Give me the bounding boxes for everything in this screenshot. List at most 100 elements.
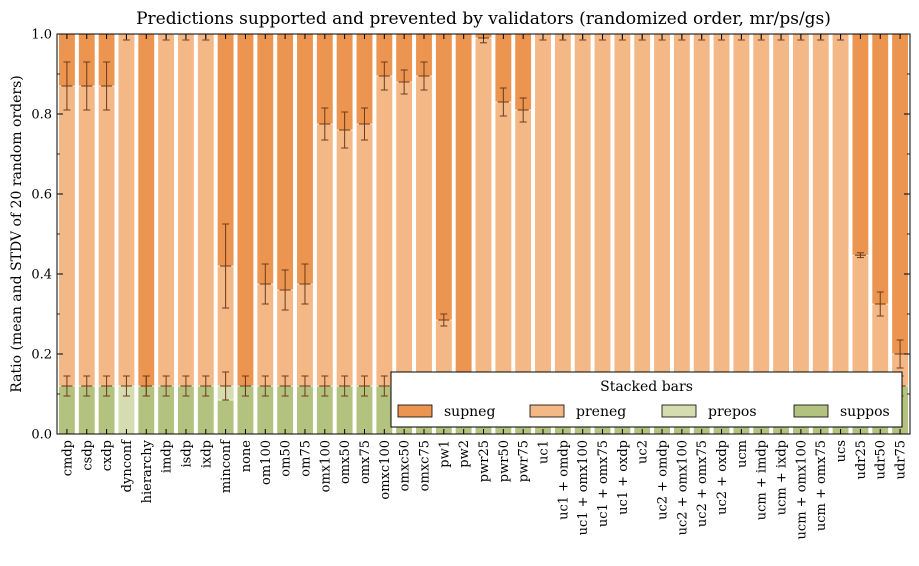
- bar-preneg: [554, 33, 572, 387]
- x-tick-label: omx100: [318, 440, 333, 492]
- x-tick-label: minconf: [219, 439, 234, 493]
- error-bar-lower: [279, 375, 291, 397]
- error-bar-upper: [100, 61, 113, 111]
- bar-preneg: [653, 33, 671, 387]
- legend-title: Stacked bars: [600, 379, 693, 395]
- x-tick-label: pw2: [457, 440, 472, 468]
- bar-preneg: [514, 109, 532, 387]
- bar-preneg: [355, 123, 374, 387]
- error-bar-upper: [220, 223, 232, 309]
- x-tick-label: uc1 + omdp: [556, 440, 571, 520]
- error-bar-upper: [299, 263, 311, 305]
- bar-preneg: [851, 254, 869, 387]
- bar-preneg: [832, 33, 850, 387]
- error-bar-upper: [358, 107, 371, 141]
- y-tick-label: 0.6: [31, 188, 52, 203]
- bar-preneg: [712, 33, 731, 387]
- bar-preneg: [375, 75, 393, 387]
- x-tick-label: uc2 + omx100: [675, 440, 690, 535]
- legend-label-prepos: prepos: [708, 404, 757, 420]
- error-bar-upper: [279, 269, 291, 311]
- error-bar-lower: [160, 375, 172, 397]
- legend-swatch-preneg: [529, 404, 565, 418]
- error-bar-lower: [319, 375, 331, 397]
- error-bar-upper: [339, 111, 351, 149]
- error-bar-upper: [398, 69, 410, 95]
- error-bar-upper: [497, 87, 509, 117]
- bar-preneg: [58, 85, 76, 387]
- x-tick-label: ucm + imdp: [755, 440, 770, 520]
- x-tick-label: uc2 + oxdp: [715, 440, 730, 515]
- bar-preneg: [593, 33, 612, 387]
- bar-preneg: [534, 33, 552, 387]
- bar-preneg: [633, 33, 651, 387]
- x-tick-label: pw1: [437, 440, 452, 468]
- bar-preneg: [197, 33, 215, 387]
- legend-box: [390, 371, 903, 428]
- x-tick-label: csdp: [80, 440, 95, 471]
- error-bar-lower: [220, 371, 232, 401]
- x-tick-label: uc1: [537, 440, 552, 464]
- x-tick-label: om100: [259, 440, 274, 485]
- bar-preneg: [98, 85, 116, 387]
- x-tick-label: ucm + omx100: [794, 440, 809, 539]
- x-tick-label: cxdp: [100, 440, 115, 471]
- bar-preneg: [673, 33, 691, 387]
- y-tick-label: 0.8: [31, 108, 52, 123]
- error-bar-upper: [81, 61, 93, 111]
- legend-swatch-supneg: [397, 404, 433, 418]
- error-bar-lower: [120, 375, 133, 397]
- bar-supneg: [455, 33, 473, 387]
- legend: Stacked bars supneg preneg prepos suppos: [390, 371, 903, 428]
- bar-supneg: [276, 33, 294, 291]
- x-tick-label: udr25: [854, 440, 869, 479]
- error-bar-lower: [259, 375, 271, 397]
- bar-supneg: [256, 33, 274, 285]
- bar-supneg: [851, 33, 869, 256]
- error-bar-upper: [61, 61, 73, 111]
- x-tick-label: pwr75: [517, 440, 532, 482]
- x-tick-label: uc1 + oxdp: [616, 440, 631, 515]
- x-tick-label: uc2: [636, 440, 651, 464]
- bar-preneg: [415, 75, 433, 387]
- error-bar-lower: [180, 375, 192, 397]
- error-bar-upper: [418, 61, 430, 91]
- bar-preneg: [395, 81, 413, 387]
- legend-label-preneg: preneg: [576, 404, 626, 420]
- bar-supneg: [871, 33, 889, 305]
- x-tick-label: om50: [279, 440, 294, 477]
- bar-preneg: [494, 101, 512, 387]
- x-tick-label: ucm + omx75: [814, 440, 829, 531]
- bar-preneg: [792, 33, 810, 387]
- bar-preneg: [812, 33, 830, 387]
- bar-preneg: [613, 33, 631, 387]
- y-tick-label: 1.0: [31, 28, 52, 43]
- error-bar-lower: [200, 375, 212, 397]
- error-bar-lower: [339, 375, 351, 397]
- y-axis-label: Ratio (mean and STDV of 20 random orders…: [9, 75, 25, 392]
- error-bar-lower: [378, 375, 390, 397]
- bar-preneg: [772, 33, 790, 387]
- legend-swatch-prepos: [661, 404, 697, 418]
- x-tick-label: imdp: [160, 440, 175, 473]
- bar-suppos: [217, 399, 235, 435]
- error-bar-lower: [358, 375, 371, 397]
- chart-title: Predictions supported and prevented by v…: [136, 9, 831, 29]
- x-tick-label: ixdp: [199, 440, 214, 468]
- x-tick-label: pwr50: [497, 440, 512, 482]
- bar-preneg: [732, 33, 750, 387]
- error-bar-lower: [61, 375, 73, 397]
- x-tick-label: udr50: [874, 440, 889, 479]
- error-bar-upper: [894, 339, 906, 369]
- bar-preneg: [474, 37, 493, 387]
- x-tick-label: isdp: [179, 440, 194, 467]
- x-tick-label: ucs: [834, 440, 849, 462]
- bar-supneg: [296, 33, 314, 285]
- bar-preneg: [752, 33, 770, 387]
- x-tick-label: pwr25: [477, 440, 492, 482]
- x-tick-label: udr75: [894, 440, 909, 479]
- bar-preneg: [574, 33, 592, 387]
- x-tick-label: none: [239, 440, 254, 473]
